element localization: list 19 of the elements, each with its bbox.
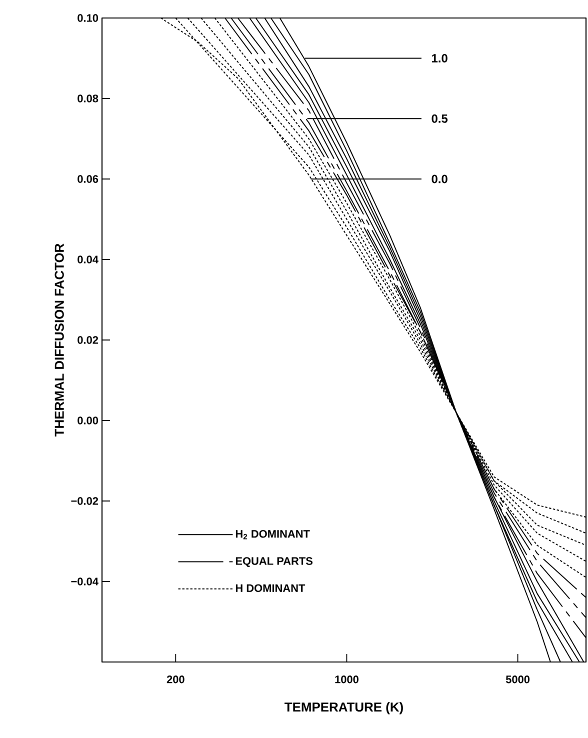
legend-label: H DOMINANT bbox=[236, 584, 306, 592]
legend-label: H$_{2}$ DOMINANT bbox=[236, 530, 310, 540]
y-tick-label: 0.04 bbox=[78, 256, 98, 264]
y-axis-title: THERMAL DIFFUSION FACTOR bbox=[54, 244, 64, 437]
y-tick-label: 0.08 bbox=[78, 94, 98, 102]
x-tick-label: 1000 bbox=[335, 676, 358, 684]
annotation: 1.0 bbox=[432, 54, 448, 62]
y-tick-label: 0.06 bbox=[78, 175, 98, 183]
x-tick-label: 5000 bbox=[506, 676, 530, 684]
y-tick-label: 0.02 bbox=[78, 336, 98, 344]
annotation: 0.5 bbox=[432, 114, 448, 123]
annotation: 0.0 bbox=[432, 174, 448, 184]
x-axis-title: TEMPERATURE (K) bbox=[284, 702, 403, 714]
y-tick-label: 0.00 bbox=[78, 416, 98, 424]
y-tick-label: −0.02 bbox=[71, 497, 98, 505]
legend-label: EQUAL PARTS bbox=[236, 557, 313, 567]
y-tick-label: 0.10 bbox=[78, 14, 98, 22]
y-tick-label: −0.04 bbox=[71, 578, 98, 586]
x-tick-label: 200 bbox=[166, 676, 184, 684]
